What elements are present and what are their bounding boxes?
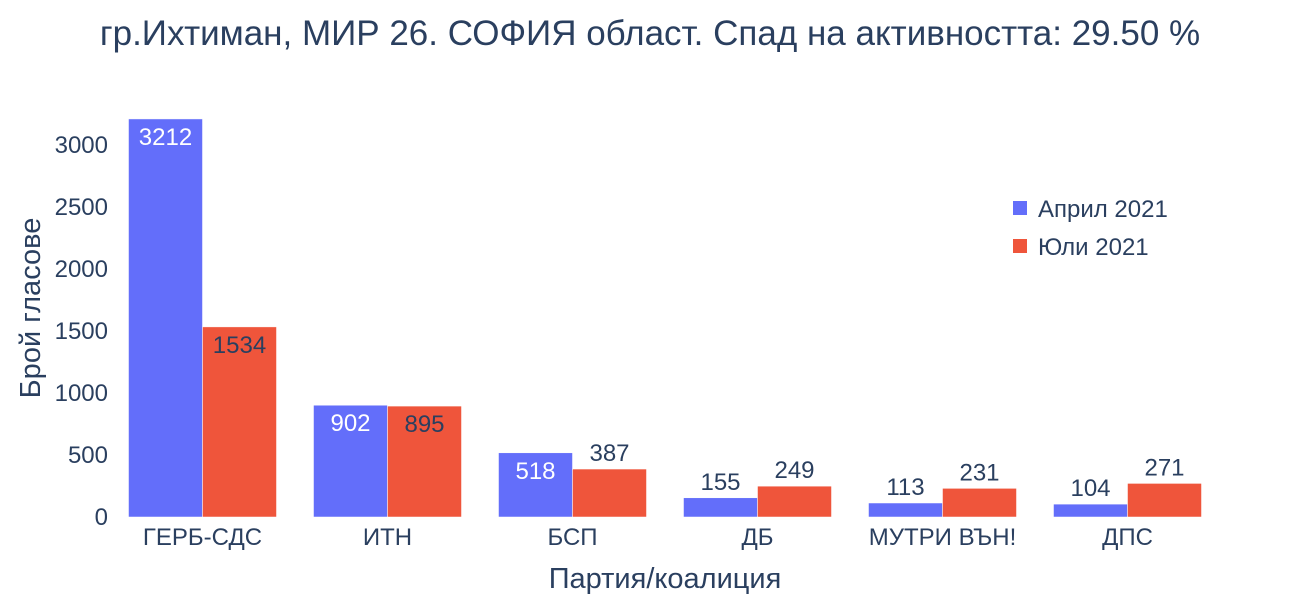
legend-item[interactable]: Юли 2021 (1013, 234, 1149, 261)
bar-0-2[interactable] (498, 452, 573, 518)
y-tick-label: 2500 (55, 194, 108, 221)
bar-value-label: 3212 (139, 124, 192, 151)
legend-label: Юли 2021 (1038, 234, 1149, 261)
legend-label: Април 2021 (1038, 196, 1168, 223)
x-axis-ticks: ГЕРБ-СДС ИТН БСП ДБ МУТРИ ВЪН! ДПС (143, 524, 1153, 551)
x-tick-label: ИТН (363, 524, 412, 551)
x-tick-label: ДБ (741, 524, 773, 551)
x-tick-label: ГЕРБ-СДС (143, 524, 262, 551)
bar-value-label: 518 (515, 458, 555, 485)
bar-0-0[interactable] (128, 118, 203, 518)
bar-value-label: 902 (330, 410, 370, 437)
y-tick-label: 0 (95, 504, 108, 531)
chart-title: гр.Ихтиман, МИР 26. СОФИЯ област. Спад н… (99, 14, 1201, 53)
bar-0-4[interactable] (868, 502, 943, 518)
bars-layer (128, 118, 1202, 518)
legend-swatch (1013, 239, 1027, 253)
x-tick-label: ДПС (1102, 524, 1153, 551)
bar-value-label: 1534 (213, 332, 266, 359)
bar-value-label: 895 (404, 411, 444, 438)
x-tick-label: МУТРИ ВЪН! (869, 524, 1016, 551)
data-labels-layer: 3212 1534 902 895 518 387 155 249 113 231 104 271 (139, 124, 1185, 502)
bar-value-label: 104 (1070, 475, 1110, 502)
y-tick-label: 1500 (55, 318, 108, 345)
bar-value-label: 387 (589, 440, 629, 467)
bar-value-label: 231 (959, 459, 999, 486)
bar-value-label: 113 (886, 474, 924, 501)
bar-1-4[interactable] (942, 488, 1017, 518)
bar-1-0[interactable] (202, 326, 277, 518)
bar-1-3[interactable] (757, 485, 832, 518)
x-tick-label: БСП (547, 524, 597, 551)
legend[interactable]: Април 2021 Юли 2021 (1013, 196, 1168, 261)
bar-1-5[interactable] (1127, 483, 1202, 518)
bar-0-5[interactable] (1053, 503, 1128, 518)
bar-1-2[interactable] (572, 468, 647, 518)
y-axis-title: Брой гласове (15, 218, 47, 399)
bar-1-1[interactable] (387, 405, 462, 518)
y-tick-label: 2000 (55, 256, 108, 283)
x-axis-title: Партия/коалиция (549, 563, 782, 595)
y-tick-label: 500 (68, 442, 108, 469)
bar-0-3[interactable] (683, 497, 758, 518)
bar-0-1[interactable] (313, 404, 388, 518)
legend-swatch (1013, 201, 1027, 215)
bar-value-label: 155 (700, 469, 740, 496)
bar-value-label: 271 (1144, 454, 1184, 481)
bar-value-label: 249 (774, 457, 814, 484)
legend-item[interactable]: Април 2021 (1013, 196, 1168, 223)
y-axis-ticks: 0 500 1000 1500 2000 2500 3000 (55, 132, 108, 531)
y-tick-label: 1000 (55, 380, 108, 407)
y-tick-label: 3000 (55, 132, 108, 159)
